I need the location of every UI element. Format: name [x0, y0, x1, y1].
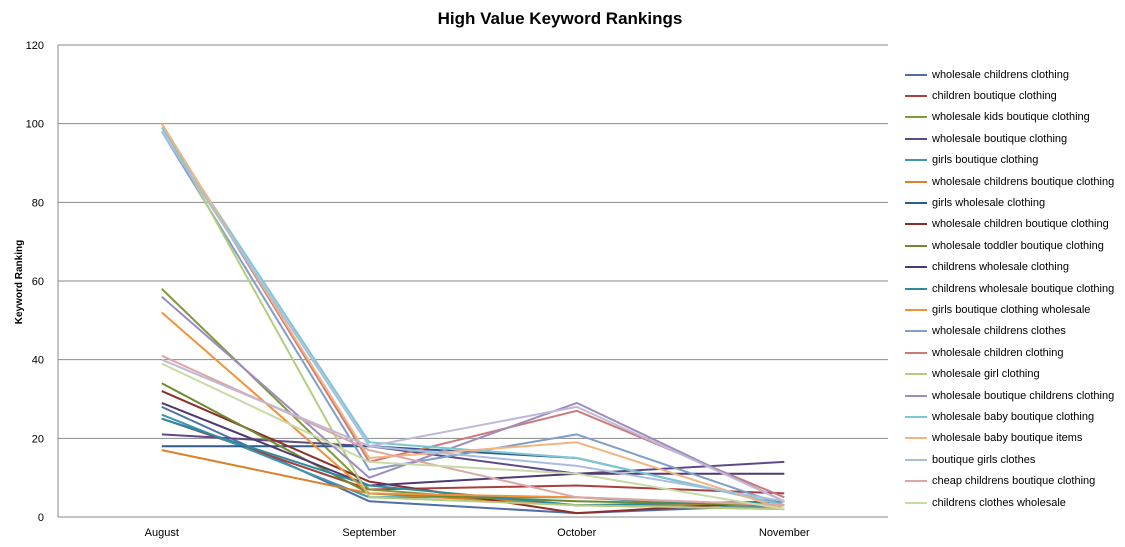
legend-item: wholesale boutique childrens clothing	[905, 385, 1123, 406]
legend-label: wholesale childrens clothes	[932, 325, 1066, 338]
x-tick-label: September	[342, 527, 396, 539]
series-line-20	[161, 362, 785, 511]
legend-item: wholesale childrens clothes	[905, 321, 1123, 342]
y-tick-label: 20	[32, 433, 44, 445]
y-tick-label: 120	[26, 40, 44, 52]
legend-swatch	[905, 116, 927, 119]
legend-item: wholesale children clothing	[905, 342, 1123, 363]
legend-item: wholesale childrens boutique clothing	[905, 171, 1123, 192]
series-line-15	[161, 295, 785, 503]
legend-swatch	[905, 458, 927, 461]
legend-item: wholesale toddler boutique clothing	[905, 235, 1123, 256]
legend-label: wholesale boutique clothing	[932, 132, 1068, 145]
legend-label: childrens wholesale boutique clothing	[932, 282, 1115, 295]
series-line-9	[161, 401, 785, 487]
legend-label: wholesale children boutique clothing	[932, 218, 1109, 231]
legend-swatch	[905, 308, 927, 311]
legend-label: wholesale baby boutique clothing	[932, 410, 1095, 423]
legend-label: wholesale toddler boutique clothing	[932, 239, 1104, 252]
y-tick-label: 40	[32, 355, 44, 367]
legend-label: wholesale kids boutique clothing	[932, 111, 1090, 124]
legend-swatch	[905, 480, 927, 483]
legend-label: girls wholesale clothing	[932, 197, 1046, 210]
x-tick-label: August	[145, 527, 179, 539]
series-line-17	[160, 123, 785, 511]
legend-swatch	[905, 180, 927, 183]
legend-item: wholesale childrens clothing	[905, 64, 1123, 85]
legend-swatch	[905, 202, 927, 205]
y-axis-label: Keyword Ranking	[14, 240, 25, 324]
legend-item: girls boutique clothing wholesale	[905, 299, 1123, 320]
legend-label: wholesale baby boutique items	[932, 432, 1083, 445]
legend-item: wholesale baby boutique items	[905, 428, 1123, 449]
legend-swatch	[905, 351, 927, 354]
y-tick-label: 80	[32, 197, 44, 209]
legend-label: wholesale childrens clothing	[932, 68, 1069, 81]
legend-item: girls wholesale clothing	[905, 192, 1123, 213]
legend-label: wholesale children clothing	[932, 346, 1064, 359]
legend-item: wholesale boutique clothing	[905, 128, 1123, 149]
legend-swatch	[905, 437, 927, 440]
legend-label: children boutique clothing	[932, 90, 1057, 103]
legend-swatch	[905, 73, 927, 76]
legend-item: wholesale girl clothing	[905, 363, 1123, 384]
legend-swatch	[905, 223, 927, 226]
series-line-21	[161, 358, 785, 503]
series-line-5	[161, 449, 785, 507]
series-line-3	[161, 433, 785, 475]
series-line-12	[160, 130, 785, 507]
legend-swatch	[905, 266, 927, 269]
legend-swatch	[905, 330, 927, 333]
legend-item: childrens wholesale boutique clothing	[905, 278, 1123, 299]
series-line-14	[160, 123, 785, 511]
legend-item: girls boutique clothing	[905, 150, 1123, 171]
legend-swatch	[905, 287, 927, 290]
series-lines	[160, 123, 785, 515]
legend-label: childrens wholesale clothing	[932, 261, 1069, 274]
legend-item: boutique girls clothes	[905, 449, 1123, 470]
legend-item: childrens clothes wholesale	[905, 492, 1123, 513]
legend-swatch	[905, 95, 927, 98]
legend-label: girls boutique clothing wholesale	[932, 303, 1091, 316]
legend-item: childrens wholesale clothing	[905, 257, 1123, 278]
legend-swatch	[905, 373, 927, 376]
legend-item: wholesale children boutique clothing	[905, 214, 1123, 235]
legend-swatch	[905, 394, 927, 397]
legend-swatch	[905, 159, 927, 162]
legend-item: children boutique clothing	[905, 85, 1123, 106]
legend-label: wholesale girl clothing	[932, 368, 1040, 381]
legend-label: cheap childrens boutique clothing	[932, 475, 1096, 488]
legend-label: boutique girls clothes	[932, 453, 1036, 466]
y-tick-label: 100	[26, 119, 44, 131]
series-line-18	[160, 130, 785, 503]
legend-swatch	[905, 415, 927, 418]
legend-label: girls boutique clothing	[932, 154, 1039, 167]
legend-label: wholesale childrens boutique clothing	[932, 175, 1115, 188]
legend-label: wholesale boutique childrens clothing	[932, 389, 1115, 402]
series-line-1	[161, 417, 785, 495]
legend-item: cheap childrens boutique clothing	[905, 470, 1123, 491]
legend-item: wholesale kids boutique clothing	[905, 107, 1123, 128]
y-tick-label: 0	[38, 512, 44, 524]
legend-label: childrens clothes wholesale	[932, 496, 1066, 509]
chart-title: High Value Keyword Rankings	[438, 9, 683, 28]
x-tick-label: October	[557, 527, 596, 539]
legend-item: wholesale baby boutique clothing	[905, 406, 1123, 427]
gridlines	[58, 44, 888, 439]
x-tick-label: November	[759, 527, 810, 539]
legend-swatch	[905, 137, 927, 140]
legend-swatch	[905, 501, 927, 504]
axes: 0 20 40 60 80 100 120 August September October Nov…	[26, 40, 888, 539]
legend-swatch	[905, 244, 927, 247]
y-tick-label: 60	[32, 276, 44, 288]
legend: wholesale childrens clothing children bou…	[905, 64, 1123, 513]
